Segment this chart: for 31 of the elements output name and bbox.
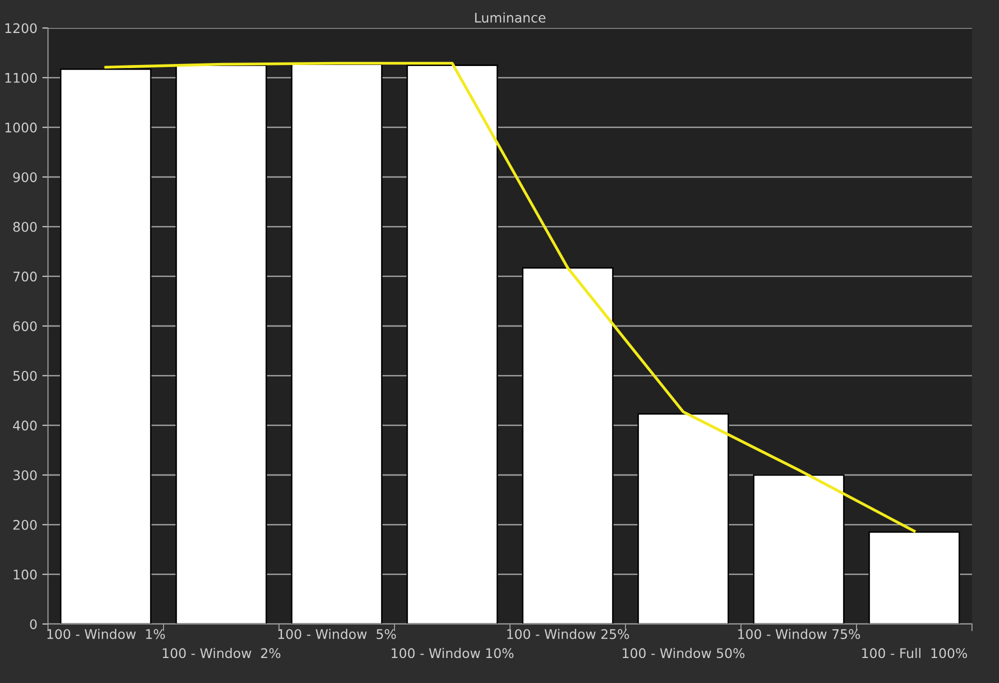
y-tick-label: 600 bbox=[13, 321, 37, 332]
bar bbox=[522, 267, 614, 624]
bar bbox=[638, 413, 729, 624]
x-tick-label: 100 - Window 50% bbox=[622, 648, 744, 658]
y-tick-label: 1200 bbox=[5, 23, 37, 34]
line-series bbox=[104, 62, 916, 533]
bar bbox=[60, 68, 152, 624]
bar bbox=[176, 64, 267, 624]
chart-title: Luminance bbox=[475, 12, 546, 23]
x-tick-label: 100 - Window 2% bbox=[162, 648, 280, 658]
y-tick-label: 900 bbox=[13, 172, 37, 182]
x-tick-label: 100 - Full 100% bbox=[862, 648, 968, 658]
x-tick-label: 100 - Window 25% bbox=[507, 628, 629, 640]
y-tick-label: 200 bbox=[13, 520, 37, 530]
y-tick-label: 400 bbox=[13, 420, 37, 431]
y-tick-label: 300 bbox=[13, 470, 37, 480]
y-tick-label: 800 bbox=[13, 222, 37, 232]
bar bbox=[753, 474, 844, 624]
y-tick-label: 700 bbox=[13, 272, 37, 282]
bar bbox=[406, 64, 498, 624]
y-tick-label: 0 bbox=[30, 619, 37, 630]
y-tick-label: 1100 bbox=[5, 72, 37, 83]
x-tick-label: 100 - Window 10% bbox=[392, 648, 514, 658]
y-tick-label: 1000 bbox=[5, 122, 37, 133]
y-tick-label: 100 bbox=[14, 570, 37, 580]
y-tick-label: 500 bbox=[13, 370, 37, 381]
x-tick-label: 100 - Window 75% bbox=[738, 628, 860, 640]
x-tick-label: 100 - Window 5% bbox=[278, 628, 396, 640]
bar bbox=[868, 531, 960, 624]
bar bbox=[291, 64, 382, 624]
x-tick-label: 100 - Window 1% bbox=[47, 628, 165, 640]
